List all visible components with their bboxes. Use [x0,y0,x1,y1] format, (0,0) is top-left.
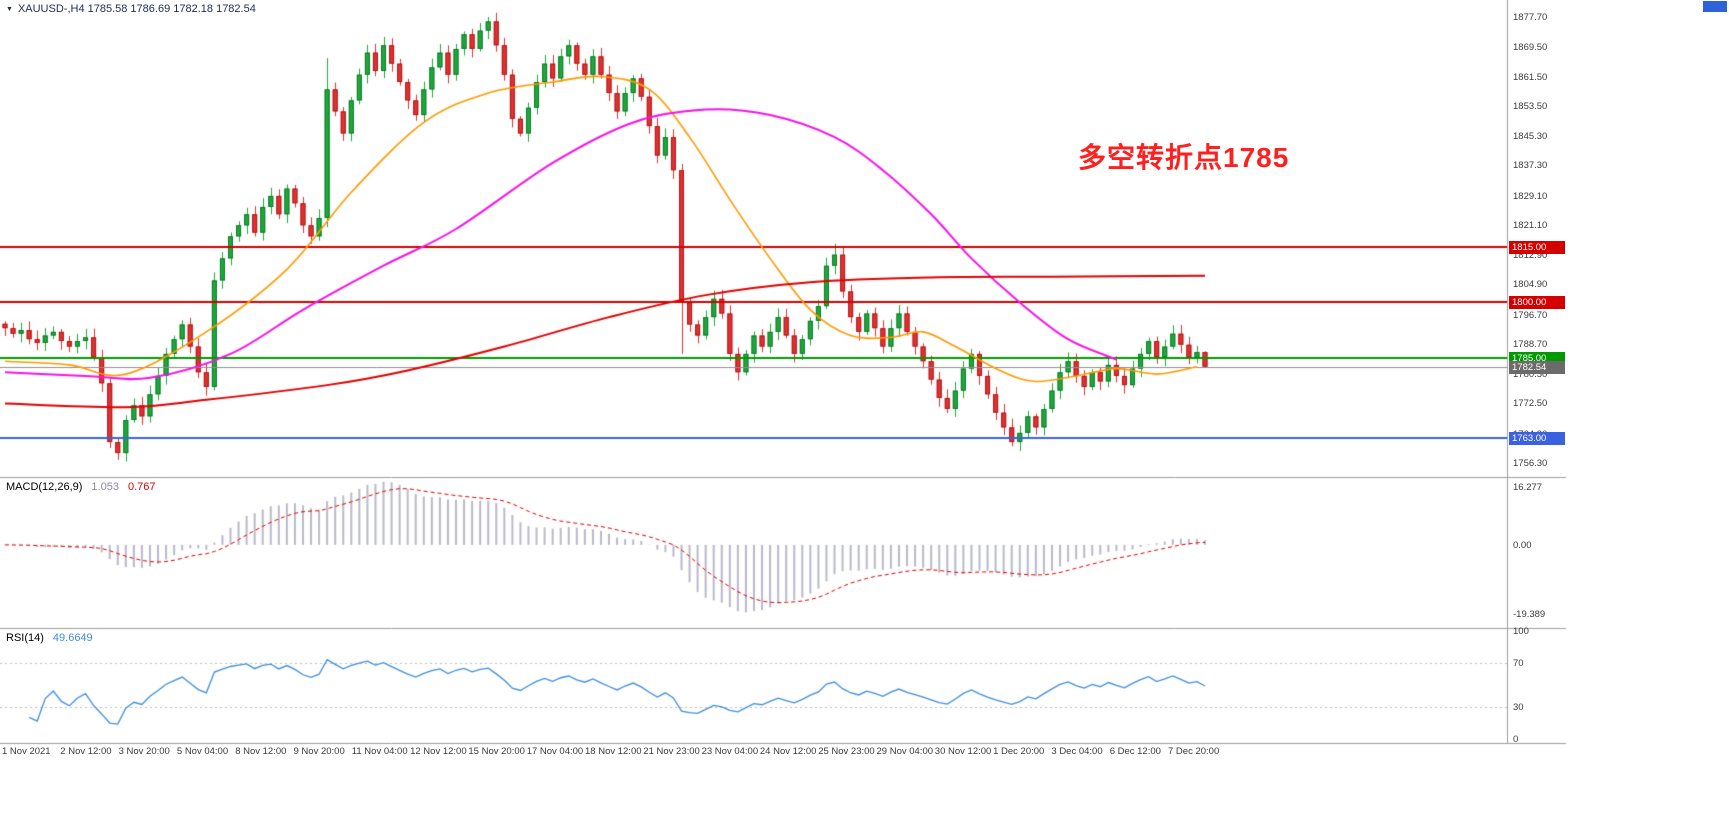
time-axis-label: 2 Nov 12:00 [60,746,112,757]
macd-main-value: 1.053 [91,481,119,493]
time-axis-label: 1 Dec 20:00 [993,746,1045,757]
price-badge: 1763.00 [1509,432,1565,446]
price-axis-label: 1772.50 [1513,398,1548,410]
price-badge: 1815.00 [1509,241,1565,255]
rsi-axis-label: 100 [1513,626,1529,637]
macd-axis-label: 0.00 [1513,539,1532,551]
price-axis-label: 1861.50 [1513,71,1548,83]
time-axis-label: 1 Nov 2021 [2,746,51,757]
price-axis-label: 1780.50 [1513,369,1548,381]
time-axis-label: 17 Nov 04:00 [526,746,584,757]
time-axis-label: 15 Nov 20:00 [468,746,525,757]
time-axis-label: 3 Nov 20:00 [118,746,170,757]
time-axis-label: 6 Dec 12:00 [1109,746,1161,757]
price-axis[interactable]: 1877.70 1869.50 1861.50 1853.50 1845.30 1837.… [1507,0,1569,745]
time-axis-label: 8 Nov 12:00 [235,746,287,757]
time-axis-label: 24 Nov 12:00 [759,746,817,757]
rsi-axis-label: 0 [1513,734,1519,745]
macd-indicator-label: MACD(12,26,9) 1.053 0.767 [6,481,155,493]
rsi-label-text: RSI(14) [6,632,44,644]
price-axis-label: 1837.30 [1513,160,1548,172]
time-axis-label: 25 Nov 23:00 [818,746,875,757]
rsi-axis-label: 30 [1513,701,1524,713]
time-axis-label: 3 Dec 04:00 [1051,746,1103,757]
chart-dropdown-triangle-icon: ▼ [6,5,13,13]
macd-signal-value: 0.767 [127,481,156,493]
price-axis-label: 1877.70 [1513,12,1548,23]
time-axis[interactable]: 1 Nov 2021 2 Nov 12:00 3 Nov 20:00 5 Nov 04… [0,744,1729,760]
chart-title-bar: ▼ XAUUSD-,H4 1785.58 1786.69 1782.18 178… [6,3,256,15]
time-axis-label: 18 Nov 12:00 [585,746,642,757]
price-axis-label: 1796.70 [1513,309,1548,321]
time-axis-label: 9 Nov 20:00 [293,746,345,757]
time-axis-label: 29 Nov 04:00 [876,746,934,757]
rsi-value: 49.6649 [52,632,93,644]
macd-axis-label: 16.277 [1513,482,1543,494]
price-axis-label: 1853.50 [1513,100,1548,112]
price-badge: 1782.54 [1509,360,1565,374]
time-axis-label: 30 Nov 12:00 [934,746,992,757]
time-axis-label: 23 Nov 04:00 [701,746,759,757]
price-axis-label: 1788.70 [1513,338,1548,350]
scroll-corner-marker [1703,1,1727,12]
rsi-axis-label: 70 [1513,658,1524,670]
time-axis-label: 11 Nov 04:00 [351,746,408,757]
macd-label-text: MACD(12,26,9) [6,481,83,493]
price-axis-label: 1821.10 [1513,219,1548,231]
price-axis-label: 1869.50 [1513,42,1548,54]
price-badge: 1800.00 [1509,296,1565,310]
price-axis-label: 1829.10 [1513,190,1548,202]
price-axis-label: 1804.90 [1513,279,1548,291]
price-axis-label: 1845.30 [1513,131,1548,143]
chart-annotation[interactable]: 多空转折点1785 [1078,142,1290,173]
price-axis-label: 1756.30 [1513,458,1548,469]
time-axis-label: 21 Nov 23:00 [643,746,700,757]
time-axis-label: 12 Nov 12:00 [410,746,467,757]
chart-title: XAUUSD-,H4 1785.58 1786.69 1782.18 1782.… [17,3,256,15]
rsi-indicator-label: RSI(14) 49.6649 [6,632,93,644]
macd-axis-label: -19.389 [1513,608,1546,620]
price-axis-label: 1812.90 [1513,250,1548,262]
time-axis-label: 5 Nov 04:00 [176,746,229,757]
time-axis-label: 7 Dec 20:00 [1168,746,1220,757]
